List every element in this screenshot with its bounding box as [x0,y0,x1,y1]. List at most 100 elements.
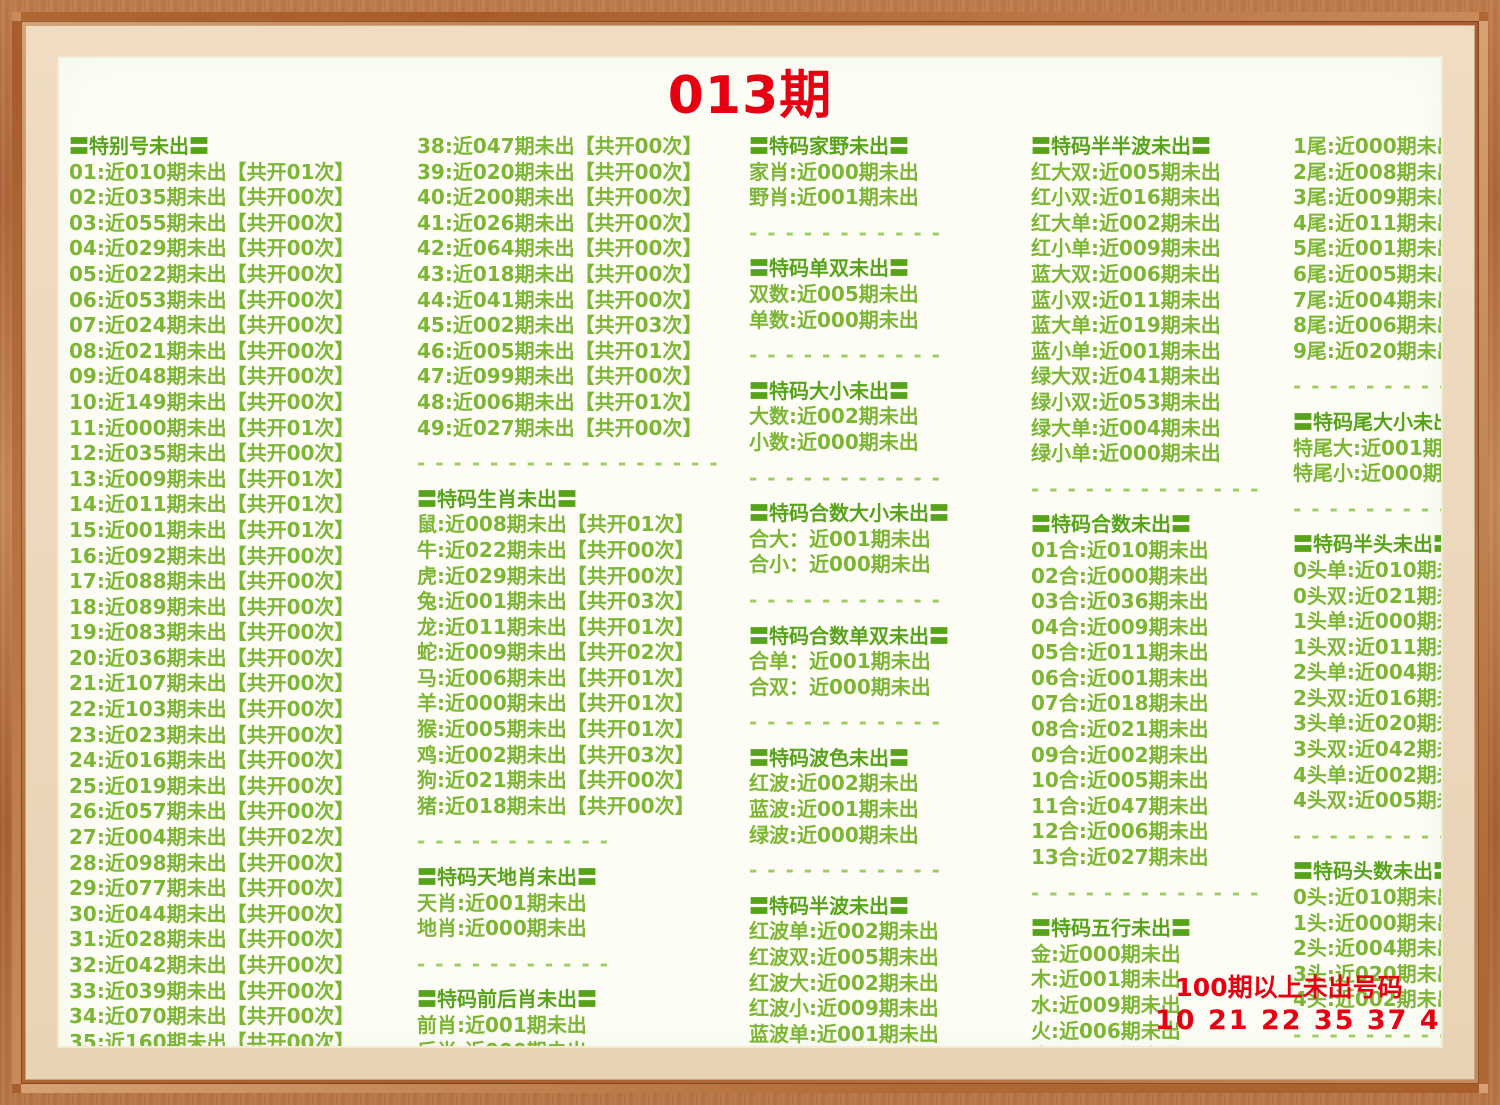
stat-line: 合大：近001期未出 [749,526,931,551]
divider-dashes: - - - - - - - - - - - [417,951,610,976]
stat-line: 06合:近001期未出 [1031,665,1209,690]
stat-line: 绿小单:近000期未出 [1031,441,1221,466]
stat-line: 17:近088期未出【共开00次】 [69,569,355,594]
spacer [417,977,749,987]
stat-line: 02:近035期未出【共开00次】 [69,185,355,210]
stat-line: 红大单:近002期未出 [1031,210,1221,235]
stat-line: 34:近070期未出【共开00次】 [69,1004,355,1029]
stat-line: 30:近044期未出【共开00次】 [69,901,355,926]
stat-line: 41:近026期未出【共开00次】 [417,210,703,235]
stat-line: 0头:近010期未出 [1293,885,1441,910]
divider-dashes: - - - - - - - - - - - [749,343,942,368]
section-heading: 〓特码半半波未出〓 [1031,134,1211,158]
stat-line: 04:近029期未出【共开00次】 [69,236,355,261]
divider-dashes: - - - - - - - - - - - - - [1293,823,1441,848]
spacer [417,855,749,865]
stat-line: 9尾:近020期未出 [1293,338,1441,363]
stat-line: 10:近149期未出【共开00次】 [69,389,355,414]
stat-line: 猴:近005期未出【共开01次】 [417,717,695,742]
stat-line: 大数:近002期未出 [749,404,919,429]
stat-line: 1头双:近011期未出 [1293,634,1441,659]
divider-dashes: - - - - - - - - - - - [749,587,942,612]
stat-line: 虎:近029期未出【共开00次】 [417,563,695,588]
stat-line: 42:近064期未出【共开00次】 [417,236,703,261]
spacer [749,456,1031,466]
stat-line: 小数:近000期未出 [749,429,919,454]
section-heading: 〓特码波色未出〓 [749,745,909,770]
stat-line: 12合:近006期未出 [1031,819,1209,844]
stat-line: 蓝大单:近019期未出 [1031,313,1221,338]
divider-dashes: - - - - - - - - - - - [749,858,942,883]
spacer [1293,522,1441,532]
stat-line: 47:近099期未出【共开00次】 [417,364,703,389]
stat-line: 13:近009期未出【共开01次】 [69,466,355,491]
spacer [417,441,749,451]
stat-line: 1头:近000期未出 [1293,910,1441,935]
stat-line: 天肖:近001期未出 [417,890,587,915]
stat-line: 龙:近011期未出【共开01次】 [417,614,695,639]
stat-line: 0头单:近010期未出 [1293,557,1441,582]
stat-line: 12:近035期未出【共开00次】 [69,441,355,466]
spacer [749,848,1031,858]
stat-line: 蓝波:近001期未出 [749,797,919,822]
stat-line: 03合:近036期未出 [1031,589,1209,614]
column-1: 〓特别号未出〓 01:近010期未出【共开01次】 02:近035期未出【共开00次… [69,134,417,1046]
stat-line: 10合:近005期未出 [1031,768,1209,793]
footer-highlight: 100期以上未出号码 10 21 22 35 37 40 [1155,972,1441,1038]
spacer [749,578,1031,588]
stat-line: 2尾:近008期未出 [1293,159,1441,184]
stat-line: 05:近022期未出【共开00次】 [69,261,355,286]
divider-dashes: - - - - - - - - - - - [1293,1023,1441,1046]
spacer [749,614,1031,624]
stat-line: 16:近092期未出【共开00次】 [69,543,355,568]
section-heading: 〓特码大小未出〓 [749,378,909,403]
stat-line: 金:近000期未出 [1031,941,1181,966]
stat-line: 29:近077期未出【共开00次】 [69,876,355,901]
spacer [1031,871,1293,881]
section-heading: 〓特码单双未出〓 [749,256,909,281]
stat-line: 07:近024期未出【共开00次】 [69,313,355,338]
stat-line: 6尾:近005期未出 [1293,261,1441,286]
spacer [749,736,1031,746]
stat-line: 23:近023期未出【共开00次】 [69,722,355,747]
stat-line: 49:近027期未出【共开00次】 [417,415,703,440]
stat-line: 27:近004期未出【共开02次】 [69,825,355,850]
stat-line: 4头:近002期未出 [1293,987,1441,1012]
stat-line: 5尾:近001期未出 [1293,236,1441,261]
stat-line: 20:近036期未出【共开00次】 [69,645,355,670]
stat-line: 鸡:近002期未出【共开03次】 [417,742,695,767]
stat-line: 13合:近027期未出 [1031,845,1209,870]
section-heading: 〓特码头数未出〓 [1293,859,1441,884]
stat-line: 野肖:近001期未出 [749,185,919,210]
section-heading: 〓特码家野未出〓 [749,134,909,158]
stat-line: 1头单:近000期未出 [1293,609,1441,634]
stat-line: 单数:近000期未出 [749,307,919,332]
stat-line: 15:近001期未出【共开01次】 [69,517,355,542]
spacer [1293,487,1441,497]
stat-line: 双数:近005期未出 [749,281,919,306]
stat-line: 土:近004期未出 [1031,1044,1293,1046]
stat-line: 2头双:近016期未出 [1293,685,1441,710]
stat-line: 2头:近004期未出 [1293,936,1441,961]
section-heading: 〓特码天地肖未出〓 [417,865,597,890]
stat-line: 08:近021期未出【共开00次】 [69,338,355,363]
divider-dashes: - - - - - - - - - - - - - [1031,476,1260,501]
stat-line: 22:近103期未出【共开00次】 [69,697,355,722]
stat-line: 绿大双:近041期未出 [1031,364,1221,389]
divider-dashes: - - - - - - - - - - - [417,829,610,854]
stat-line: 鼠:近008期未出【共开01次】 [417,512,695,537]
section-heading: 〓特码合数未出〓 [1031,512,1191,537]
content-columns: 〓特别号未出〓 01:近010期未出【共开01次】 02:近035期未出【共开00次… [59,134,1441,1046]
stat-line: 02合:近000期未出 [1031,563,1209,588]
page-title: 013期 [667,66,833,126]
spacer [1293,400,1441,410]
section-heading: 〓特码合数单双未出〓 [749,623,949,648]
stat-line: 09:近048期未出【共开00次】 [69,364,355,389]
spacer [1031,467,1293,477]
stat-line: 红波小:近009期未出 [749,996,939,1021]
stat-line: 马:近006期未出【共开01次】 [417,665,695,690]
column-3: 〓特码家野未出〓 家肖:近000期未出 野肖:近001期未出 - - - - - - … [749,134,1031,1046]
stat-line: 牛:近022期未出【共开00次】 [417,537,695,562]
stat-line: 04合:近009期未出 [1031,614,1209,639]
